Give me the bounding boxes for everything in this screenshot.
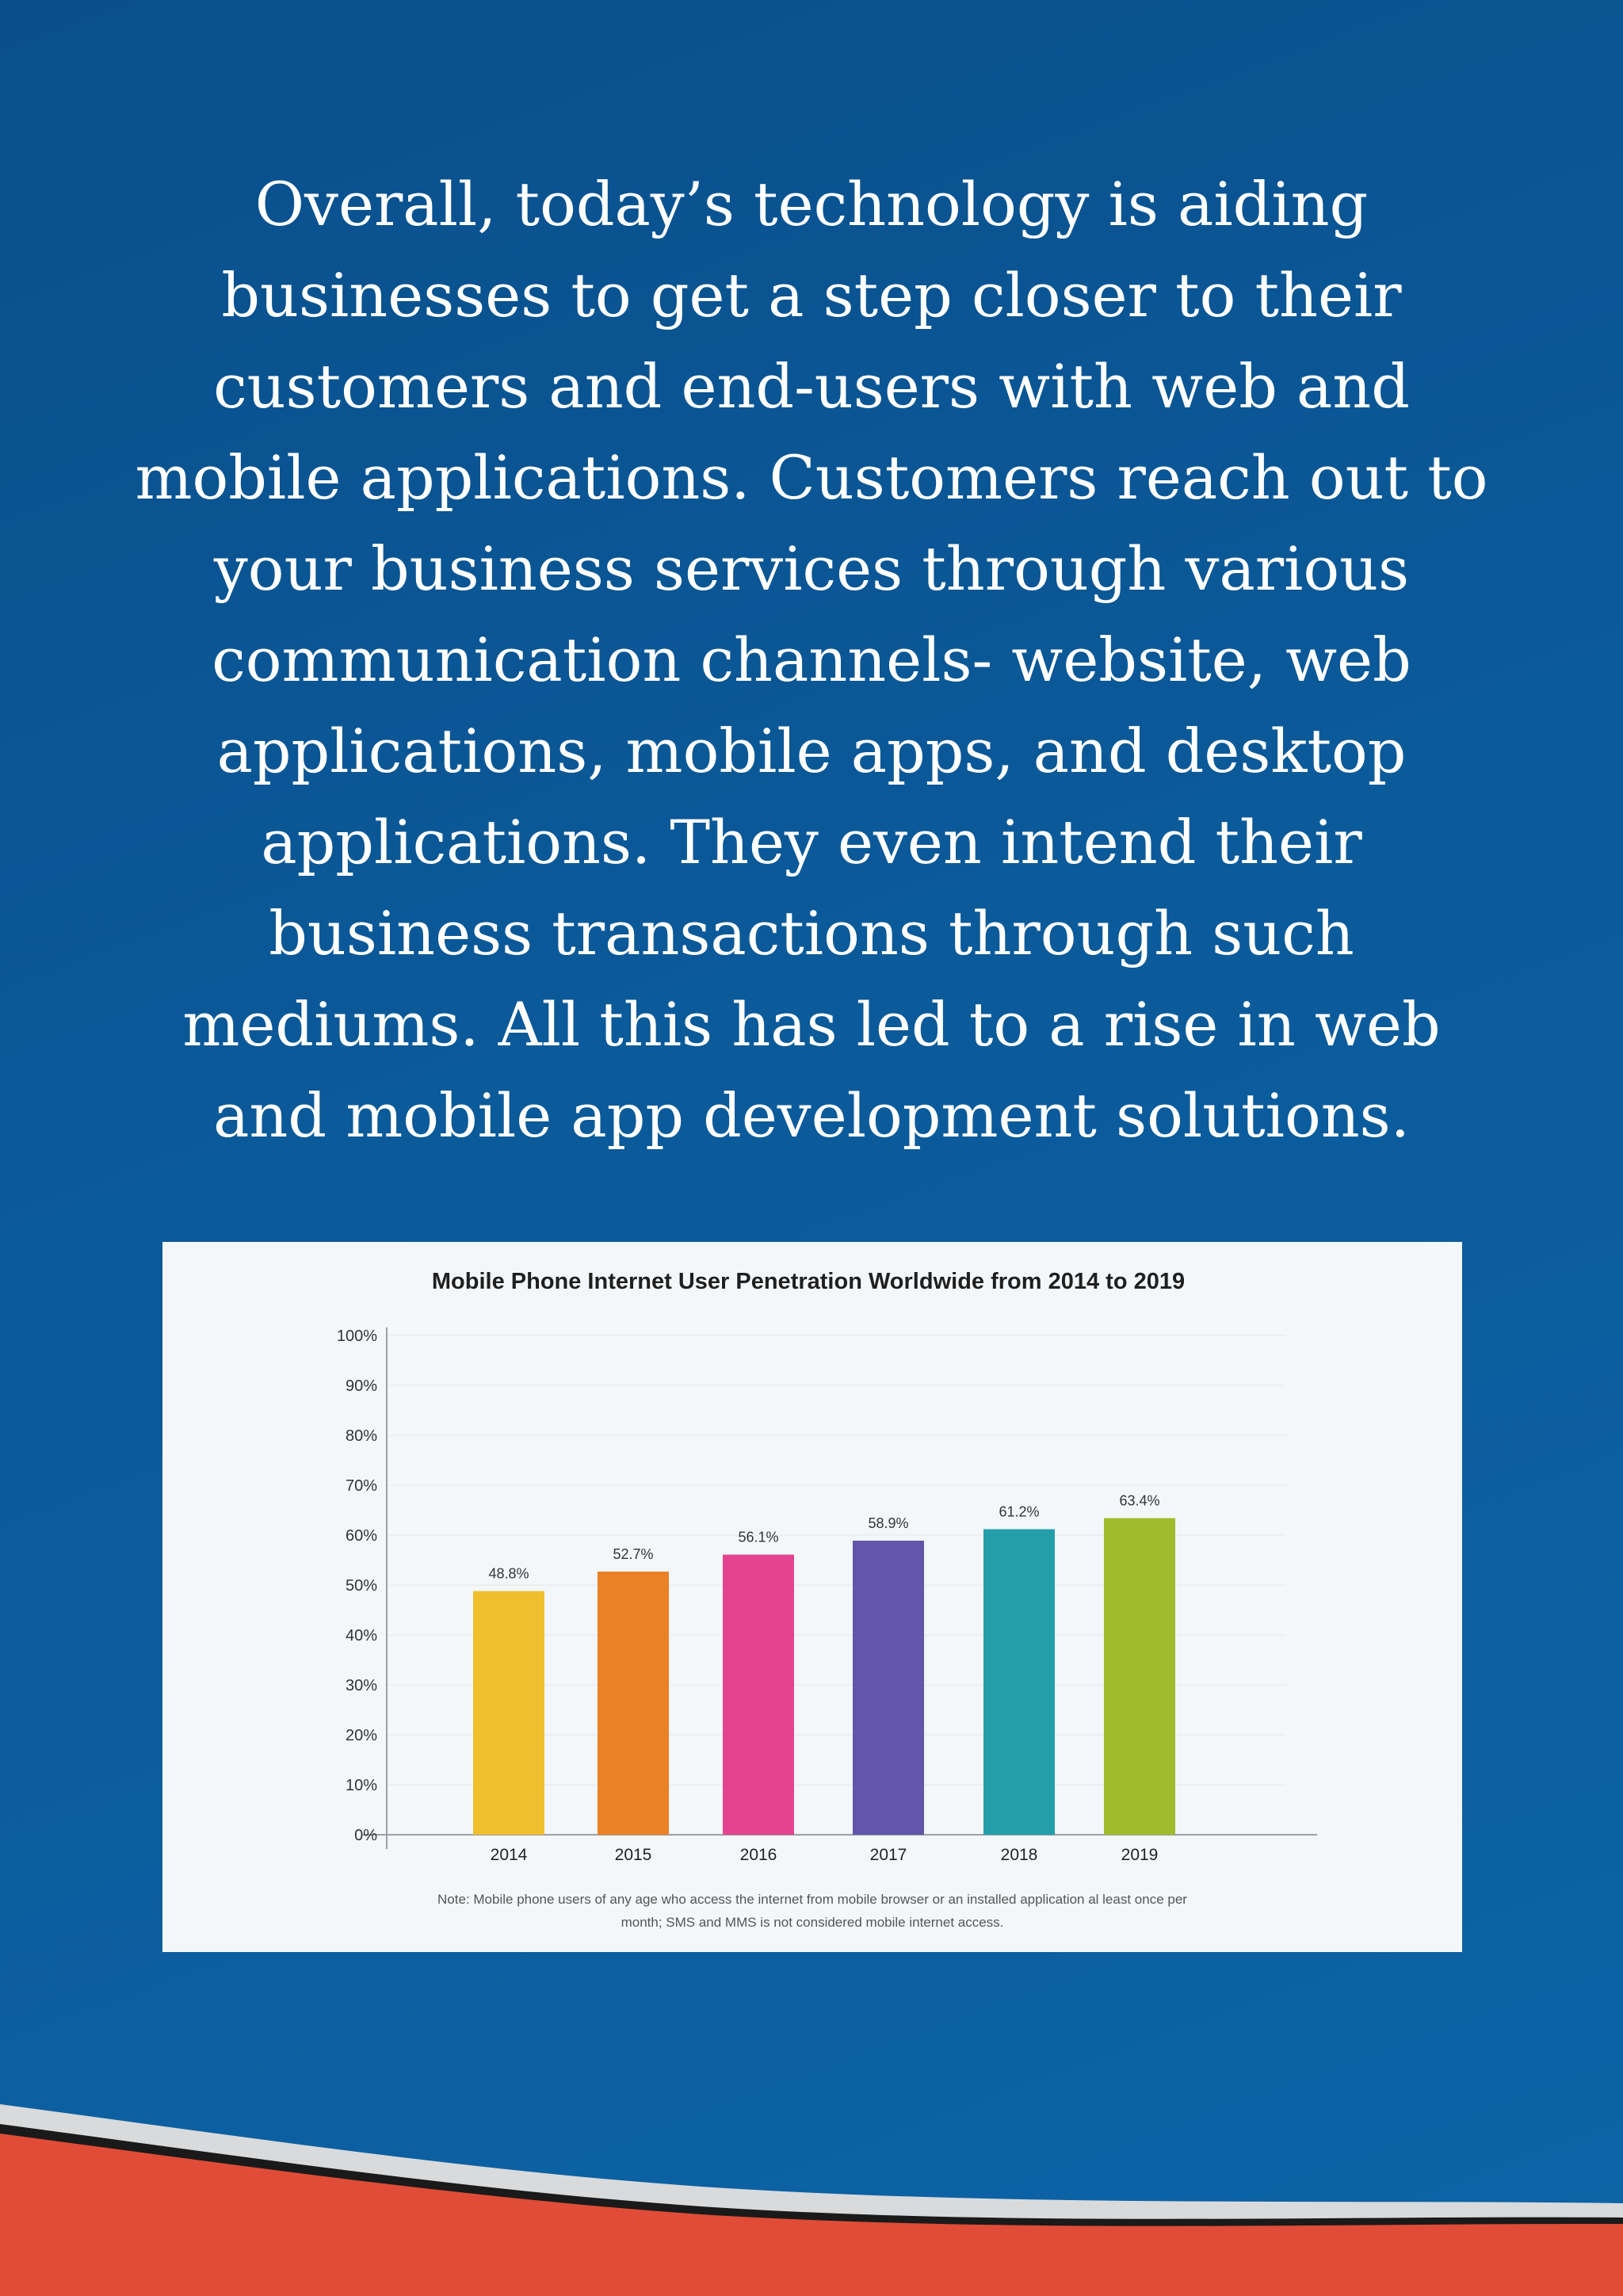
y-tick-label: 100% [337,1328,377,1345]
x-tick-label-2019: 2019 [1121,1846,1159,1864]
x-tick-label-2016: 2016 [740,1846,777,1864]
data-label-2019: 63.4% [1119,1493,1159,1509]
y-tick-label: 10% [346,1777,377,1794]
data-label-2018: 61.2% [999,1503,1039,1519]
y-tick-label: 40% [346,1627,377,1645]
y-tick-label: 80% [346,1427,377,1445]
data-label-2017: 58.9% [868,1515,908,1531]
x-tick-label-2018: 2018 [1001,1846,1038,1864]
chart-note-line-2: month; SMS and MMS is not considered mob… [621,1915,1004,1930]
chart-note-line-1: Note: Mobile phone users of any age who … [437,1892,1187,1907]
chart-card: Mobile Phone Internet User Penetration W… [162,1242,1462,1952]
bar-2017 [853,1540,924,1835]
y-tick-label: 30% [346,1677,377,1694]
x-tick-label-2014: 2014 [491,1846,528,1864]
chart-title: Mobile Phone Internet User Penetration W… [432,1269,1185,1294]
bar-2014 [473,1591,544,1835]
y-tick-label: 20% [346,1727,377,1744]
y-tick-label: 60% [346,1527,377,1545]
bar-2016 [723,1554,794,1835]
bar-chart: Mobile Phone Internet User Penetration W… [337,1269,1317,1930]
x-tick-label-2015: 2015 [615,1846,652,1864]
y-tick-label: 90% [346,1377,377,1395]
bar-2015 [598,1571,669,1835]
intro-paragraph: Overall, today’s technology is aiding bu… [135,169,1488,1151]
y-tick-label: 50% [346,1577,377,1595]
x-tick-label-2017: 2017 [870,1846,907,1864]
bar-2018 [983,1529,1055,1835]
y-tick-label: 70% [346,1477,377,1495]
y-tick-label: 0% [354,1827,377,1844]
data-label-2014: 48.8% [488,1566,529,1582]
data-label-2016: 56.1% [738,1530,778,1545]
decorative-wave [0,2104,1623,2296]
data-label-2015: 52.7% [613,1546,653,1562]
bar-2019 [1104,1518,1175,1835]
